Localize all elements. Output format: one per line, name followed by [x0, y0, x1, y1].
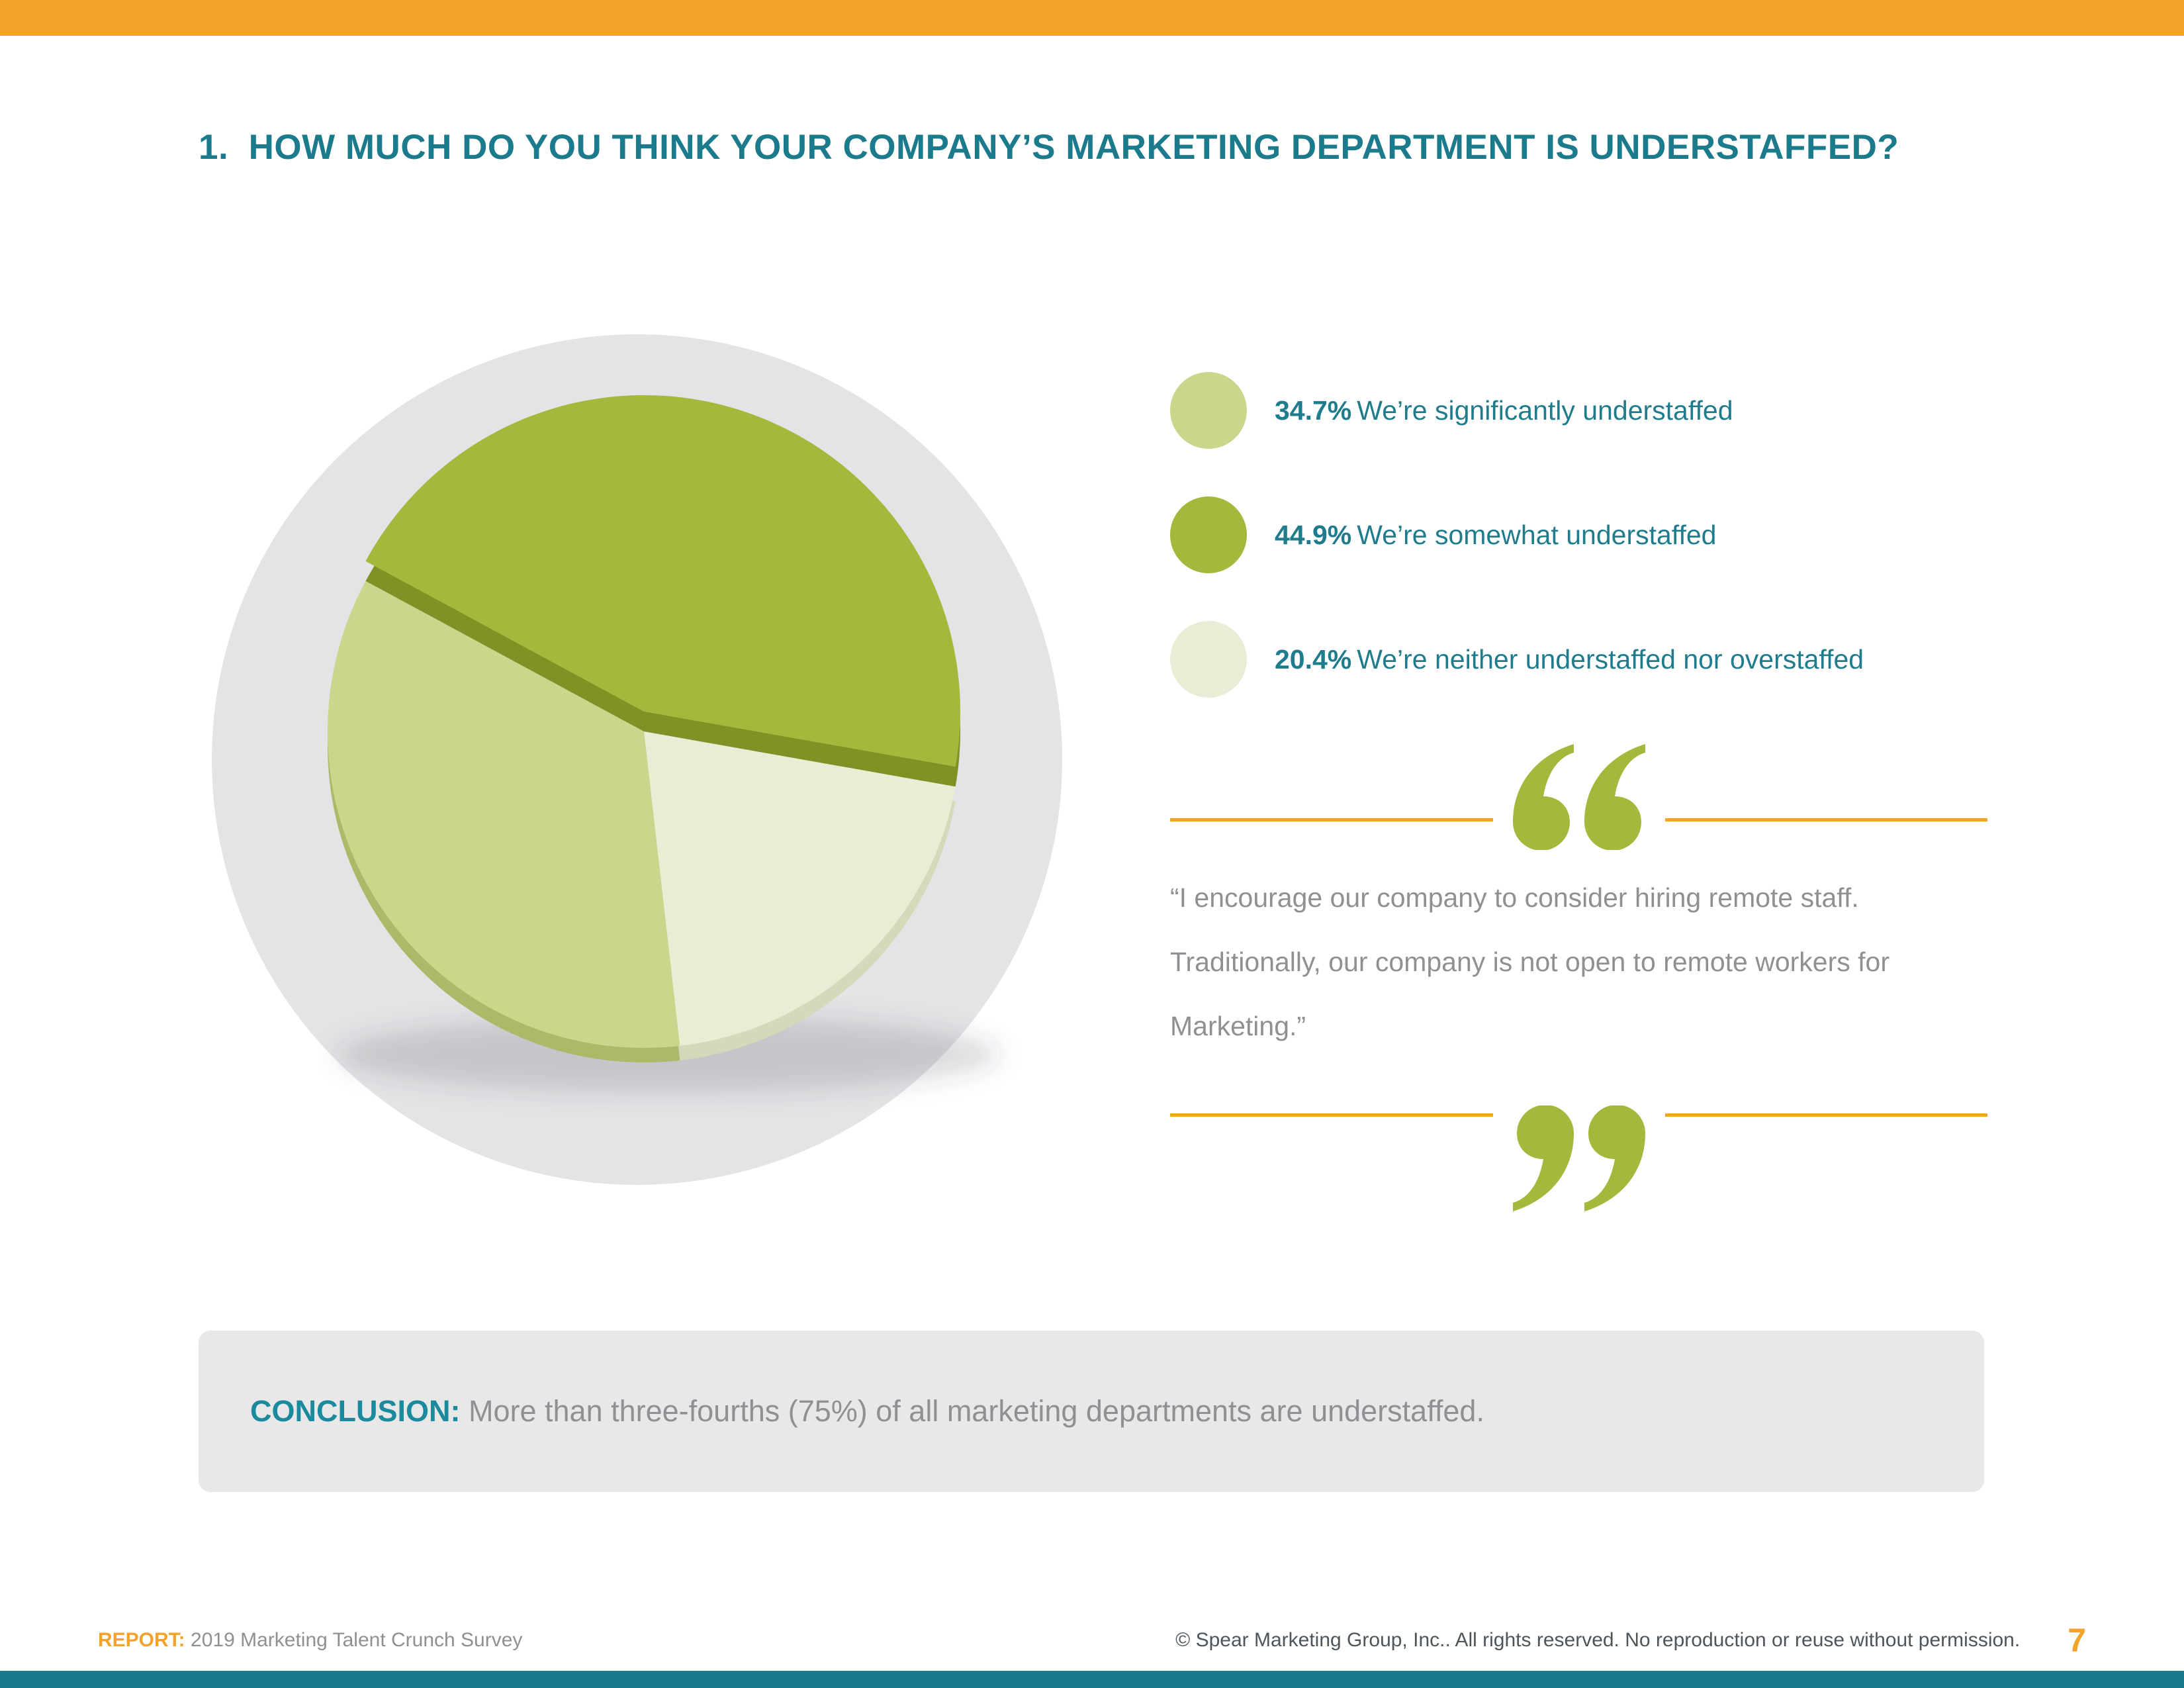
legend-text: We’re significantly understaffed	[1357, 395, 1733, 426]
legend-item: 34.7% We’re significantly understaffed	[1170, 372, 1864, 449]
pie-slice	[365, 395, 961, 767]
conclusion-box: CONCLUSION: More than three-fourths (75%…	[199, 1331, 1984, 1492]
legend-item: 20.4% We’re neither understaffed nor over…	[1170, 621, 1864, 698]
quote-line: “I encourage our company to consider hir…	[1170, 882, 1859, 913]
quote-line: Traditionally, our company is not open t…	[1170, 947, 1889, 977]
pie-slice	[328, 581, 680, 1048]
quote-divider-bottom	[1170, 1062, 1987, 1211]
page-number: 7	[2068, 1622, 2086, 1659]
legend-text: We’re somewhat understaffed	[1357, 519, 1717, 550]
chart-legend: 34.7% We’re significantly understaffed 44…	[1170, 372, 1864, 745]
footer-report-text: 2019 Marketing Talent Crunch Survey	[185, 1629, 523, 1651]
quote-line: Marketing.”	[1170, 1011, 1306, 1041]
legend-label: 20.4% We’re neither understaffed nor over…	[1275, 644, 1864, 675]
conclusion-text: More than three-fourths (75%) of all mar…	[460, 1394, 1484, 1428]
pie-chart	[212, 334, 1062, 1185]
legend-text: We’re neither understaffed nor overstaff…	[1357, 643, 1864, 675]
legend-label: 34.7% We’re significantly understaffed	[1275, 395, 1733, 426]
legend-dot	[1170, 621, 1247, 698]
divider-line	[1170, 1113, 1493, 1117]
pull-quote: “I encourage our company to consider hir…	[1170, 866, 1991, 1058]
legend-percent: 20.4%	[1275, 643, 1352, 675]
page-title: 1. HOW MUCH DO YOU THINK YOUR COMPANY’S …	[199, 128, 1899, 167]
top-accent-bar	[0, 0, 2184, 36]
footer-report-label: REPORT:	[98, 1629, 185, 1651]
page-footer: REPORT: 2019 Marketing Talent Crunch Sur…	[0, 1619, 2184, 1662]
footer-report: REPORT: 2019 Marketing Talent Crunch Sur…	[98, 1629, 522, 1652]
pie-slice	[644, 731, 956, 1046]
footer-copyright: © Spear Marketing Group, Inc.. All right…	[1175, 1629, 2021, 1651]
legend-percent: 44.9%	[1275, 519, 1352, 550]
legend-percent: 34.7%	[1275, 395, 1352, 426]
legend-item: 44.9% We’re somewhat understaffed	[1170, 496, 1864, 573]
bottom-accent-bar	[0, 1671, 2184, 1688]
open-quote-icon	[1512, 744, 1645, 850]
close-quote-icon	[1512, 1105, 1645, 1211]
divider-line	[1664, 1113, 1987, 1117]
legend-dot	[1170, 372, 1247, 449]
conclusion-label: CONCLUSION:	[250, 1394, 461, 1428]
divider-line	[1664, 818, 1987, 821]
legend-dot	[1170, 496, 1247, 573]
divider-line	[1170, 818, 1493, 821]
quote-divider-top	[1170, 744, 1987, 872]
legend-label: 44.9% We’re somewhat understaffed	[1275, 520, 1716, 551]
pie-slices	[328, 395, 961, 1062]
